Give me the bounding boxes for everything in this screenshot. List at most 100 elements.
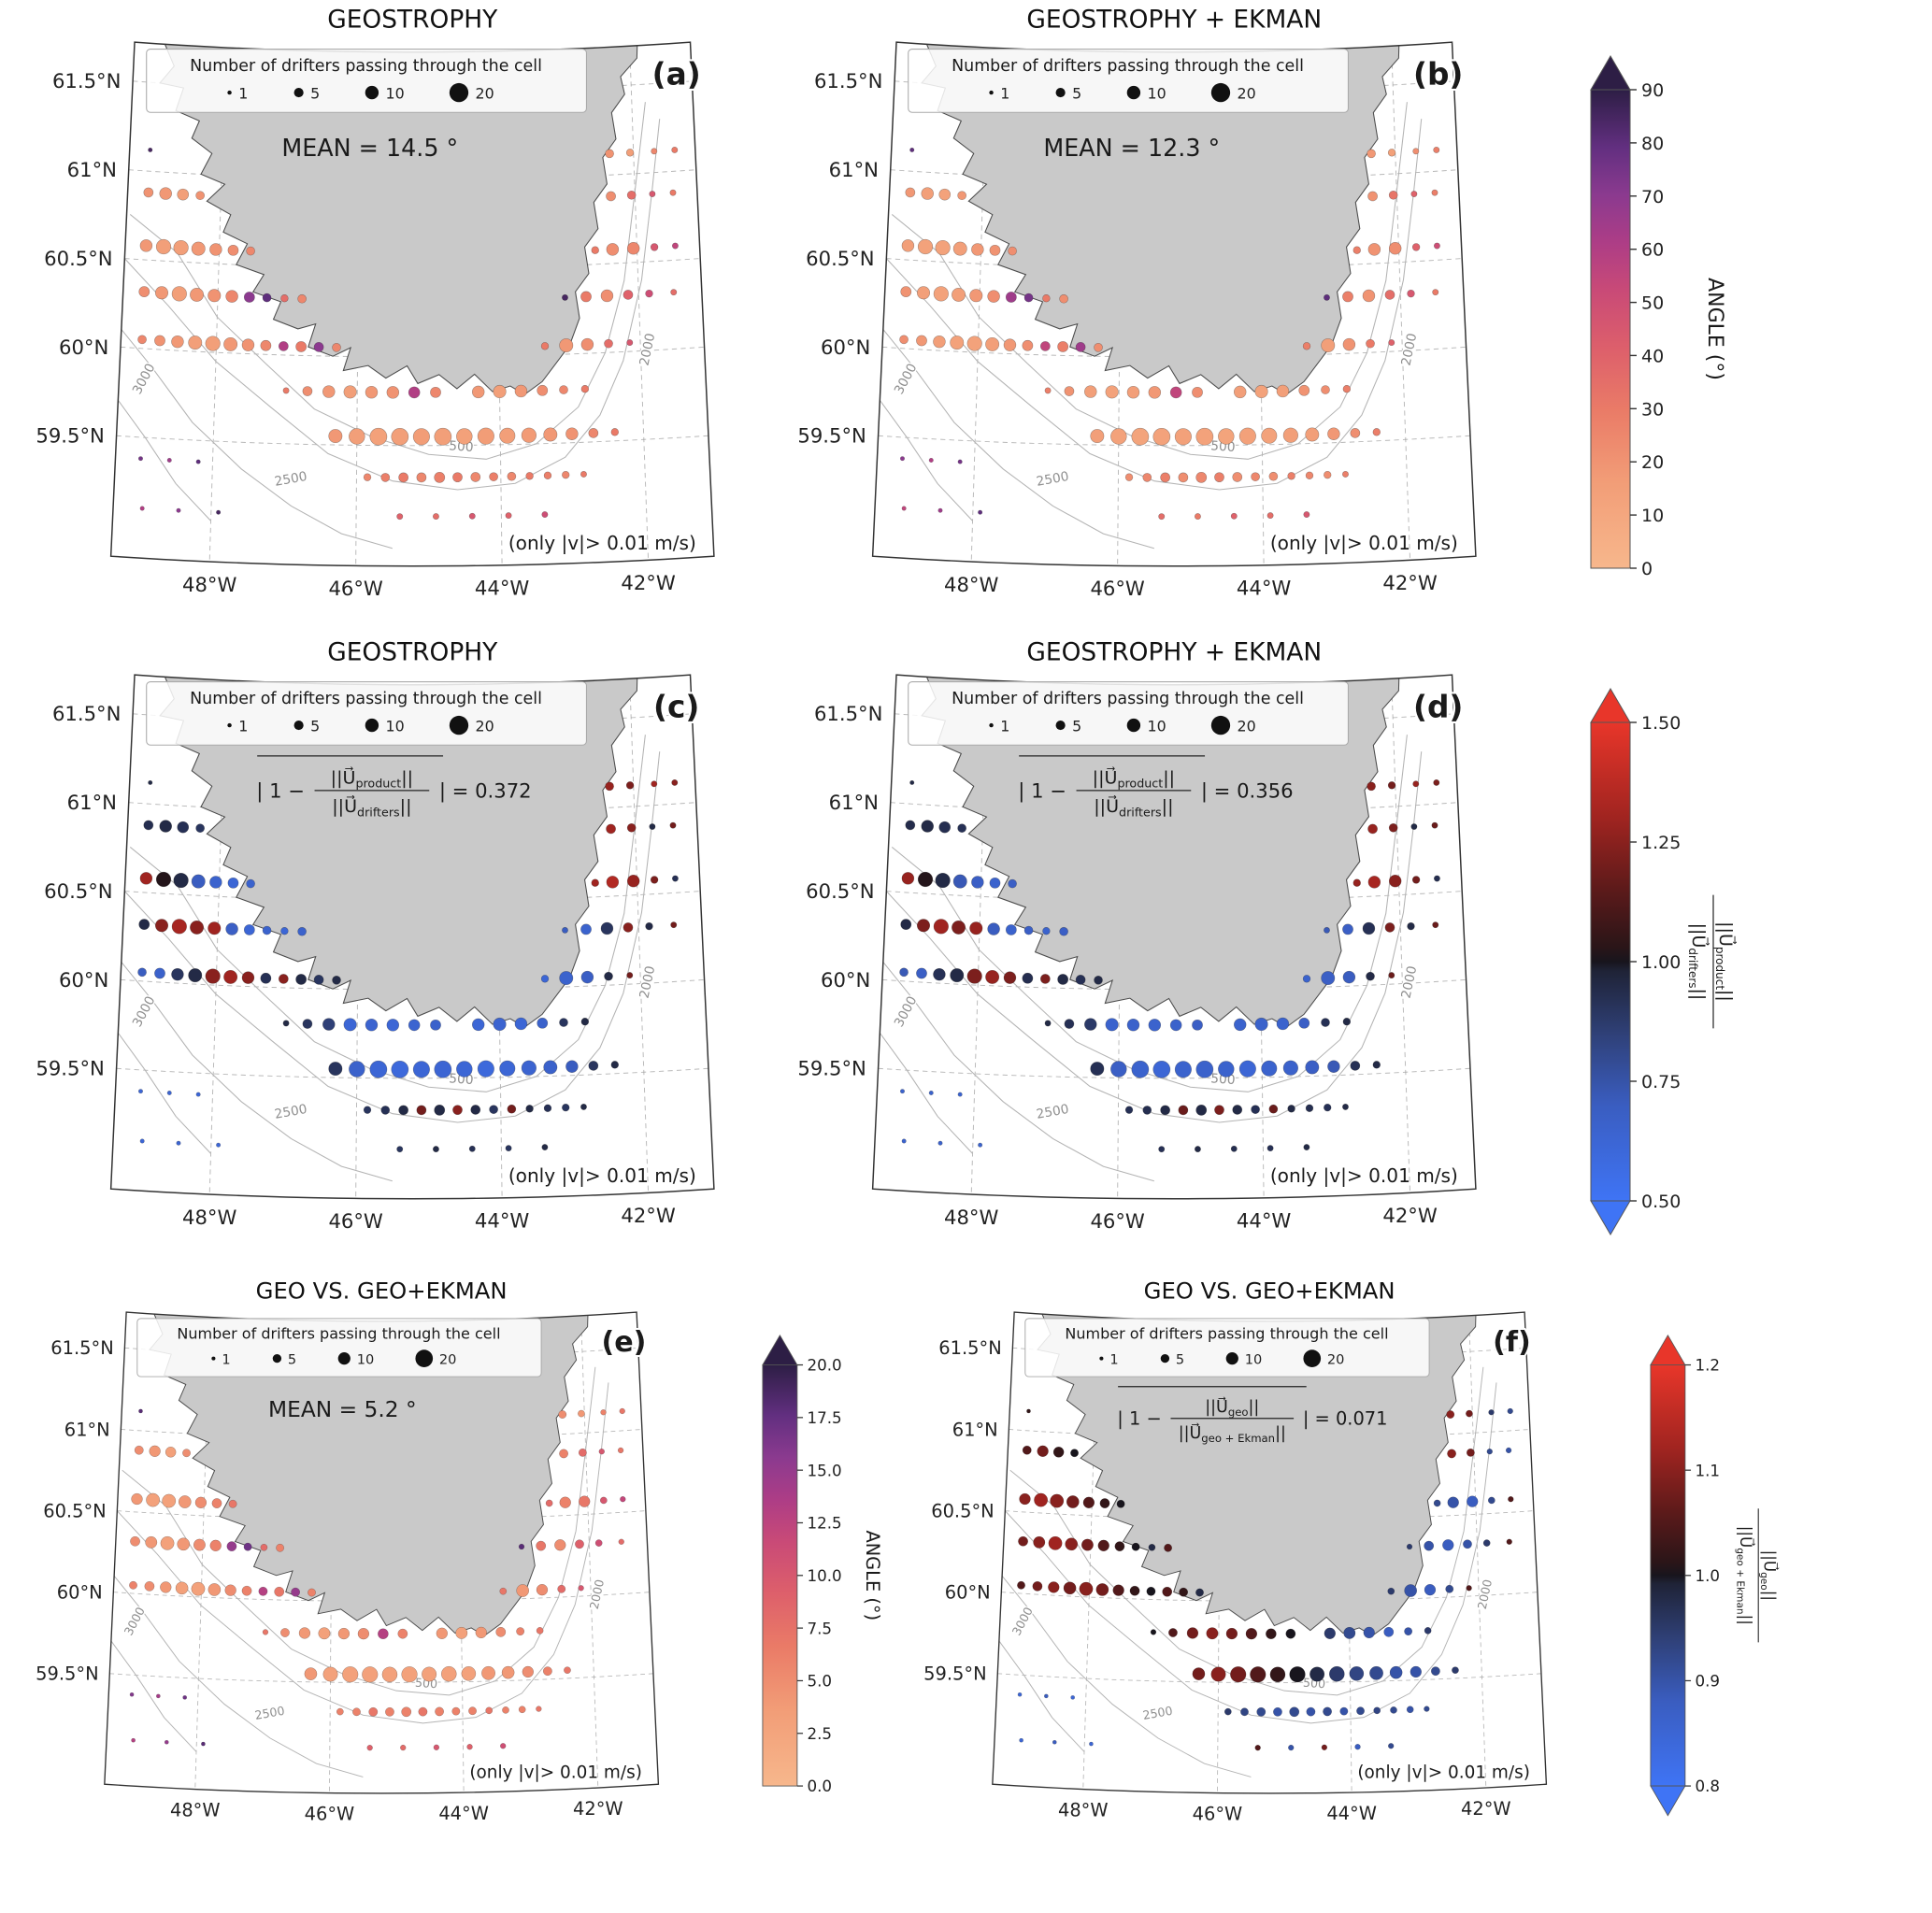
drifter-cell-dot	[241, 971, 255, 984]
drifter-cell-dot	[1019, 1492, 1031, 1506]
drifter-cell-dot	[137, 1089, 143, 1094]
drifter-cell-dot	[1178, 1105, 1189, 1116]
drifter-cell-dot	[557, 1584, 566, 1593]
legend-title: Number of drifters passing through the c…	[952, 690, 1304, 708]
drifter-cell-dot	[559, 385, 568, 394]
drifter-cell-dot	[400, 1744, 407, 1751]
drifter-cell-dot	[1445, 1584, 1454, 1593]
drifter-cell-dot	[669, 821, 677, 829]
drifter-cell-dot	[1075, 342, 1086, 352]
panel-d: GEOSTROPHY + EKMAN 3000 2500 2000 500 48°W 46…	[797, 638, 1559, 1271]
drifter-cell-dot	[1356, 1706, 1365, 1716]
legend-title: Number of drifters passing through the c…	[952, 57, 1304, 76]
drifter-cell-dot	[1160, 472, 1170, 483]
drifter-cell-dot	[1373, 1706, 1381, 1715]
drifter-cell-dot	[499, 1060, 516, 1077]
drifter-cell-dot	[985, 969, 1000, 984]
drifter-cell-dot	[1342, 1018, 1352, 1026]
colorbar-axis-label: ANGLE (°)	[862, 1530, 883, 1620]
panel-f: GEO VS. GEO+EKMAN 3000 2500 2000 500 48°W 46°…	[923, 1278, 1623, 1860]
x-tick-label: 44°W	[1237, 1209, 1291, 1233]
drifter-cell-dot	[160, 1535, 175, 1550]
drifter-cell-dot	[243, 1542, 252, 1551]
drifter-cell-dot	[626, 822, 637, 833]
drifter-cell-dot	[209, 243, 222, 256]
y-tick-label: 60°N	[821, 968, 870, 992]
bathymetry-contour	[110, 1640, 197, 1752]
drifter-cell-dot	[139, 239, 153, 252]
drifter-cell-dot	[137, 456, 143, 462]
drifter-cell-dot	[559, 1449, 568, 1459]
drifter-cell-dot	[1129, 1585, 1140, 1596]
drifter-cell-dot	[1019, 1737, 1023, 1743]
x-tick-label: 46°W	[328, 1209, 382, 1233]
drifter-cell-dot	[500, 1743, 507, 1749]
drifter-cell-dot	[518, 1543, 525, 1550]
drifter-cell-dot	[671, 147, 679, 153]
colorbar-tick-label: 10.0	[807, 1566, 841, 1585]
colorbar-tick-label: 0	[1641, 559, 1653, 579]
drifter-cell-dot	[937, 1140, 943, 1146]
stat-mean: MEAN = 14.5 °	[281, 134, 458, 162]
y-tick-label: 60.5°N	[806, 879, 874, 903]
meridian-gridline	[629, 46, 650, 561]
colorbar-tick-label: 30	[1641, 399, 1664, 420]
ratio-fraction-text: ||U⃗product||	[1093, 766, 1175, 791]
drifter-cell-dot	[1424, 1706, 1430, 1712]
parallel-gridline	[878, 435, 1471, 447]
drifter-cell-dot	[1210, 1666, 1226, 1682]
drifter-cell-dot	[1466, 1409, 1473, 1418]
drifter-cell-dot	[542, 1666, 552, 1677]
drifter-cell-dot	[645, 921, 653, 931]
drifter-cell-dot	[1412, 148, 1420, 155]
drifter-cell-dot	[537, 1017, 549, 1029]
drifter-cell-dot	[434, 1060, 452, 1078]
drifter-cell-dot	[1230, 1145, 1238, 1152]
drifter-cell-dot	[1327, 1060, 1340, 1073]
drifter-cell-dot	[1388, 1743, 1395, 1749]
drifter-cell-dot	[209, 1539, 222, 1552]
drifter-cell-dot	[899, 456, 905, 462]
drifter-cell-dot	[386, 1019, 400, 1032]
drifter-cell-dot	[1303, 511, 1310, 518]
drifter-cell-dot	[291, 1587, 301, 1597]
drifter-cell-dot	[1342, 970, 1356, 984]
y-tick-label: 61°N	[829, 158, 879, 181]
drifter-cell-dot	[416, 472, 427, 483]
ratio-fraction-text: ||U⃗geo + Ekman||	[1179, 1422, 1286, 1445]
legend-box	[1024, 1318, 1430, 1378]
legend-size-label: 10	[1147, 717, 1166, 735]
drifter-cell-dot	[978, 1142, 983, 1148]
drifter-cell-dot	[1410, 823, 1418, 830]
drifter-cell-dot	[588, 1061, 599, 1071]
drifter-cell-dot	[1282, 1060, 1298, 1076]
drifter-cell-dot	[1105, 385, 1119, 399]
drifter-cell-dot	[1250, 1666, 1267, 1683]
colorbar-arrow-top	[1590, 55, 1631, 91]
drifter-cell-dot	[1404, 1627, 1413, 1636]
drifter-cell-dot	[1026, 1408, 1031, 1414]
legend-size-label: 1	[238, 84, 248, 102]
drifter-cell-dot	[1005, 292, 1017, 303]
drifter-cell-dot	[909, 779, 915, 785]
drifter-cell-dot	[472, 385, 485, 399]
drifter-cell-dot	[243, 292, 255, 303]
drifter-cell-dot	[1342, 337, 1356, 351]
drifter-cell-dot	[461, 1665, 477, 1681]
drifter-cell-dot	[489, 1105, 498, 1114]
drifter-cell-dot	[408, 386, 421, 399]
drifter-cell-dot	[600, 921, 614, 935]
y-tick-label: 61.5°N	[938, 1337, 1001, 1359]
meridian-gridline	[970, 47, 988, 563]
drifter-cell-dot	[456, 428, 473, 445]
drifter-cell-dot	[987, 290, 1000, 303]
drifter-cell-dot	[543, 1060, 558, 1075]
drifter-cell-dot	[1268, 471, 1279, 481]
row-1: GEOSTROPHY 3000 2500 2000 500 48°W 46°W 44°W 42…	[36, 6, 1932, 638]
drifter-cell-dot	[578, 1448, 587, 1457]
drifter-cell-dot	[149, 1445, 161, 1457]
velocity-filter-note: (only |v|> 0.01 m/s)	[469, 1763, 642, 1782]
colorbar-arrow-top	[1650, 1334, 1686, 1365]
bathymetry-contour	[879, 1032, 973, 1154]
